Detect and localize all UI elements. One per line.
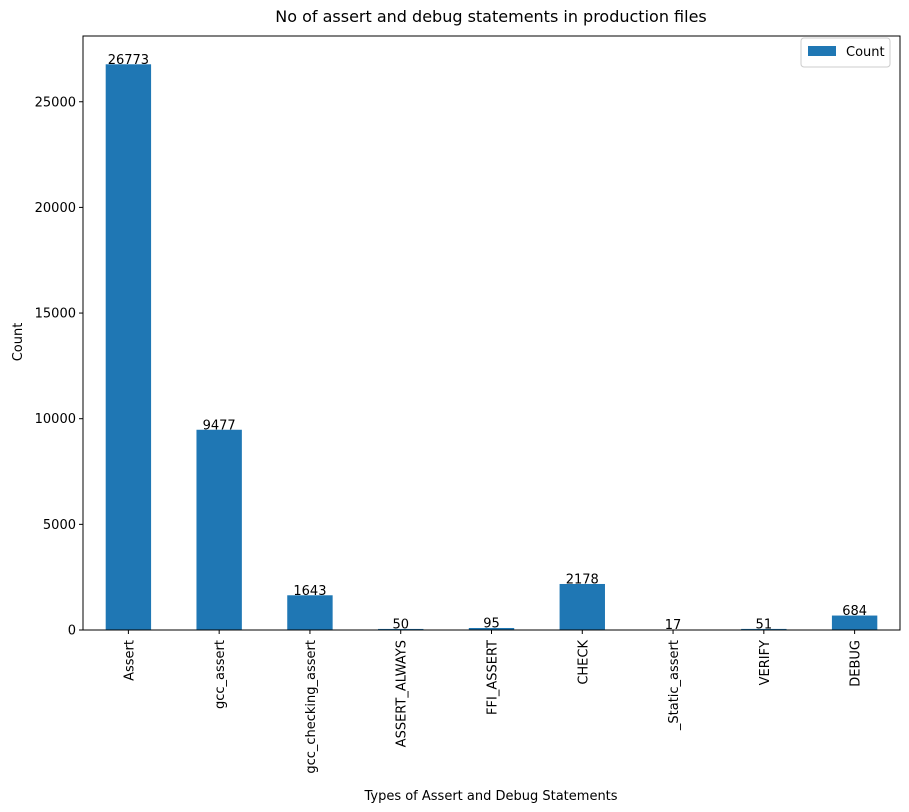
x-tick-label: DEBUG — [849, 640, 864, 687]
legend-swatch — [808, 46, 836, 56]
x-tick-label: gcc_assert — [213, 640, 228, 709]
chart-title: No of assert and debug statements in pro… — [275, 7, 707, 26]
data-label: 9477 — [203, 418, 236, 433]
legend: Count — [800, 37, 891, 68]
data-label: 26773 — [108, 53, 149, 68]
y-tick-label: 5000 — [43, 518, 76, 533]
x-tick-label: _Static_assert — [667, 640, 682, 731]
x-tick-label: VERIFY — [758, 640, 773, 685]
data-label: 50 — [392, 617, 409, 632]
bar — [741, 628, 787, 630]
plot-area: 26773 Assert 9477 gcc_assert 1643 gcc_checkin… — [35, 35, 901, 774]
y-axis-title: Count — [11, 323, 26, 362]
y-tick-label: 0 — [68, 624, 76, 639]
data-label: 2178 — [566, 572, 599, 587]
axes-frame — [82, 35, 901, 631]
bar — [831, 615, 878, 630]
x-tick-label: CHECK — [576, 640, 591, 685]
data-label: 95 — [483, 616, 500, 631]
bar — [287, 595, 333, 630]
data-label: 684 — [842, 604, 867, 619]
x-tick-label: gcc_checking_assert — [304, 640, 319, 774]
x-tick-label: Assert — [122, 640, 137, 681]
data-label: 51 — [756, 617, 773, 632]
bar — [468, 627, 515, 630]
data-label: 1643 — [293, 584, 326, 599]
y-tick-label: 25000 — [35, 95, 76, 110]
bar — [196, 429, 242, 630]
y-tick-label: 20000 — [35, 201, 76, 216]
bar — [378, 628, 424, 630]
x-tick-label: ASSERT_ALWAYS — [395, 640, 410, 747]
bar — [559, 583, 605, 630]
y-tick-label: 15000 — [35, 307, 76, 322]
data-label: 17 — [665, 618, 682, 633]
legend-box — [800, 37, 891, 68]
legend-label: Count — [846, 45, 885, 60]
x-axis-title: Types of Assert and Debug Statements — [363, 789, 617, 804]
bar — [105, 64, 152, 631]
y-tick-label: 10000 — [35, 412, 76, 427]
x-tick-label: FFI_ASSERT — [486, 640, 501, 715]
